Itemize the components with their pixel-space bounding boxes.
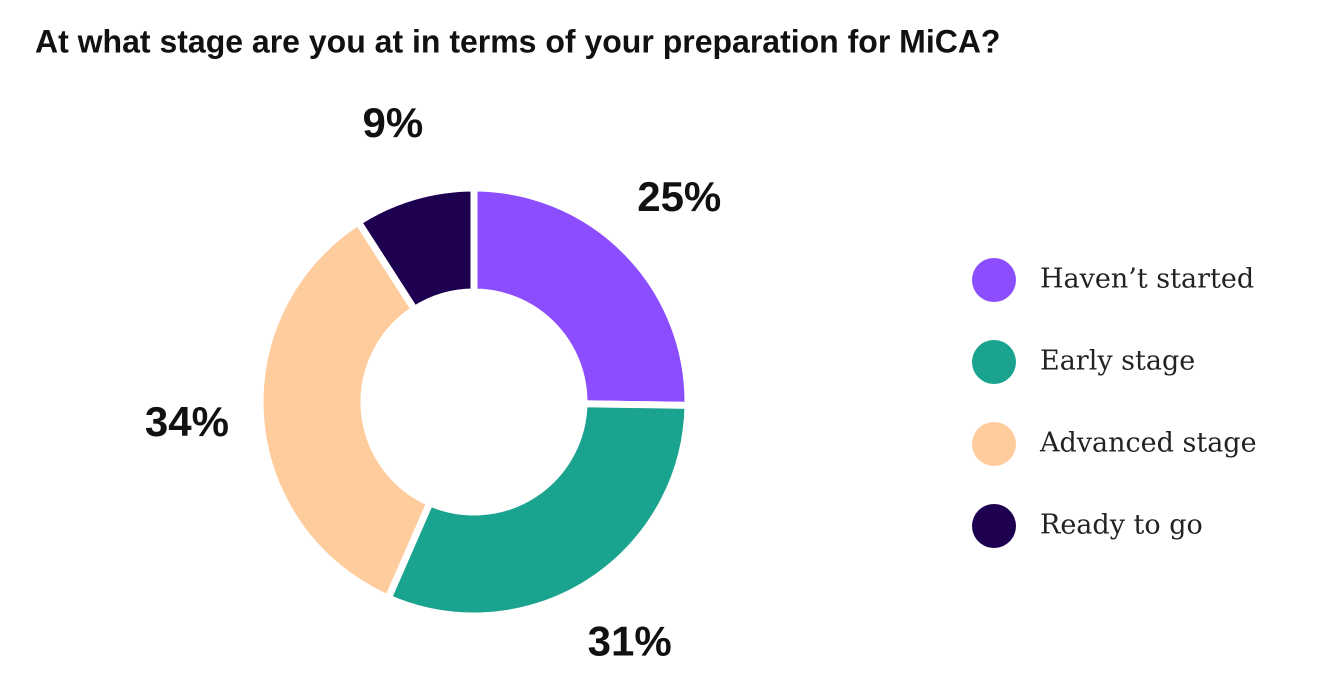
donut-slice: [353, 184, 478, 315]
donut-slice: [383, 400, 692, 620]
value-label: 25%: [637, 173, 721, 220]
value-label: 9%: [363, 99, 424, 146]
legend-marker: [972, 340, 1016, 384]
value-label: 31%: [588, 617, 672, 664]
legend-marker: [972, 258, 1016, 302]
legend-marker: [972, 422, 1016, 466]
donut-slice: [256, 217, 435, 603]
legend-label: Advanced stage: [1039, 428, 1257, 459]
legend-label: Haven’t started: [1040, 264, 1254, 295]
legend-label: Ready to go: [1040, 510, 1203, 541]
donut-slice: [470, 184, 692, 409]
chart-title: At what stage are you at in terms of you…: [35, 23, 1000, 59]
legend-label: Early stage: [1040, 346, 1195, 377]
value-label: 34%: [145, 398, 229, 445]
legend-marker: [972, 504, 1016, 548]
